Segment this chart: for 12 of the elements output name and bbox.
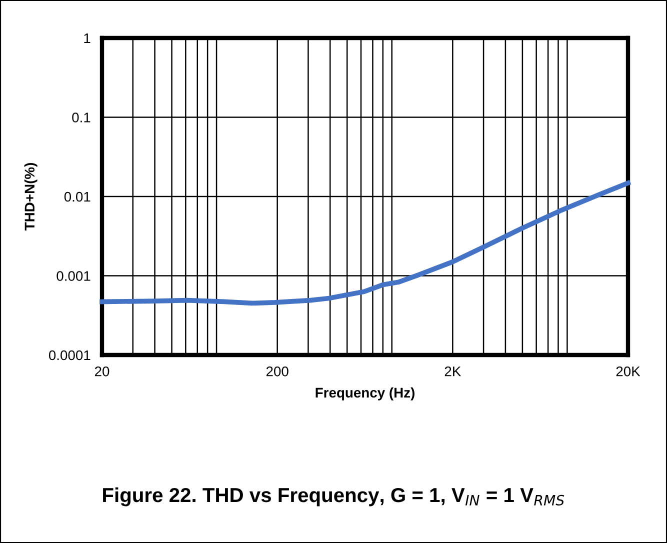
- x-tick-label: 2K: [444, 366, 462, 376]
- y-tick-label: 0.001: [56, 271, 90, 281]
- y-tick-label: 1: [84, 33, 90, 44]
- y-tick-label: 0.0001: [48, 350, 90, 360]
- y-axis-title: THD+N(%): [24, 163, 38, 230]
- x-tick-label: 20: [94, 366, 110, 376]
- x-tick-label: 20K: [616, 366, 640, 376]
- x-axis-title: Frequency (Hz): [316, 387, 414, 400]
- x-tick-label: 200: [266, 366, 288, 376]
- text: Figure 22. THD vs Frequency, G = 1, V$_{IN}$ = 1 V$_{RMS}$: [103, 487, 564, 506]
- y-tick-label: 0.1: [72, 112, 90, 122]
- y-tick-label: 0.01: [64, 192, 90, 202]
